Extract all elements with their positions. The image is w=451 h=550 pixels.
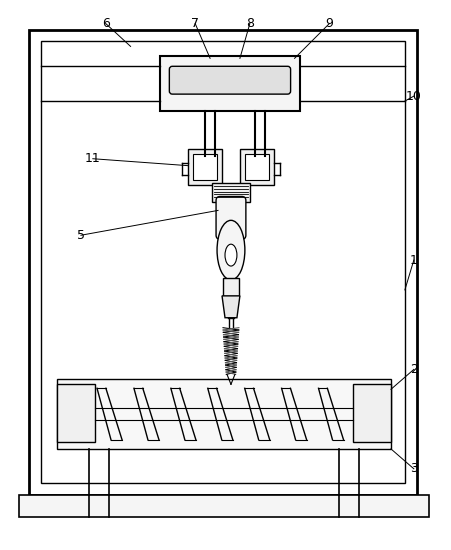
Bar — [57, 384, 95, 442]
Text: 8: 8 — [246, 17, 254, 30]
Bar — [353, 384, 391, 442]
Text: 3: 3 — [410, 463, 418, 475]
FancyBboxPatch shape — [169, 67, 290, 94]
Ellipse shape — [225, 244, 237, 266]
Bar — [193, 154, 217, 180]
Bar — [41, 41, 405, 483]
Polygon shape — [222, 296, 240, 318]
Bar — [57, 379, 391, 449]
Bar — [223, 278, 239, 296]
Text: 9: 9 — [326, 17, 333, 30]
Bar — [19, 494, 429, 516]
Text: 7: 7 — [191, 17, 199, 30]
FancyBboxPatch shape — [216, 196, 246, 239]
Ellipse shape — [217, 221, 245, 280]
Text: 6: 6 — [102, 17, 110, 30]
Bar — [245, 154, 269, 180]
Bar — [240, 149, 274, 185]
Bar — [212, 183, 250, 202]
Bar — [29, 30, 417, 494]
Text: 10: 10 — [406, 90, 422, 103]
Text: 2: 2 — [410, 363, 418, 376]
Bar — [188, 149, 222, 185]
Text: 5: 5 — [77, 229, 85, 242]
Text: 11: 11 — [85, 152, 101, 165]
Text: 1: 1 — [410, 254, 418, 267]
Bar — [161, 56, 299, 111]
